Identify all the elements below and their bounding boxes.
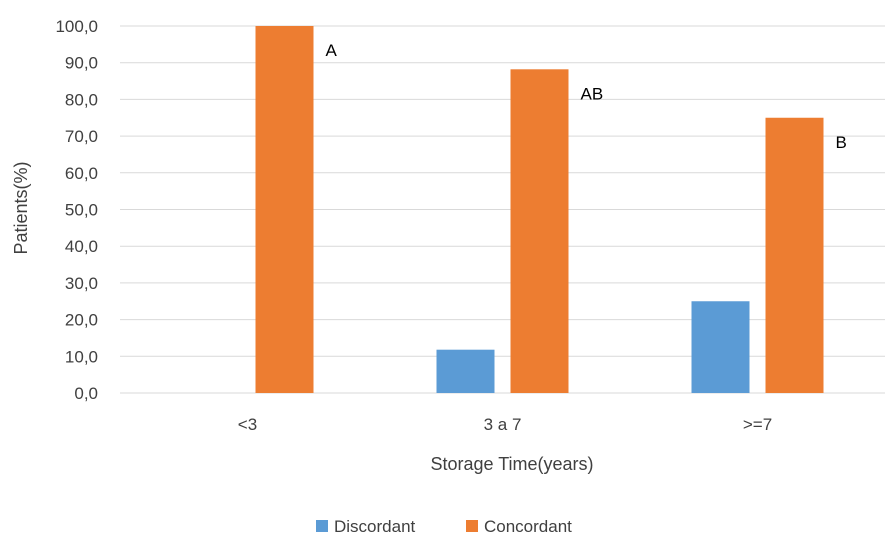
bar-discordant-1 [436,349,495,393]
y-tick-label: 80,0 [65,90,98,109]
significance-label: B [836,133,847,152]
legend-label-discordant: Discordant [334,517,416,536]
y-axis-title: Patients(%) [11,161,31,254]
bar-concordant-1 [510,69,569,393]
legend-swatch-concordant [466,520,478,532]
y-tick-label: 0,0 [74,384,98,403]
x-axis-ticks: <3 3 a 7 >=7 [238,415,772,434]
annotations: A AB B [326,41,847,152]
y-tick-label: 70,0 [65,127,98,146]
y-tick-label: 30,0 [65,274,98,293]
x-tick-label: <3 [238,415,257,434]
x-tick-label: 3 a 7 [484,415,522,434]
gridlines [120,25,885,394]
y-axis-ticks: 0,0 10,0 20,0 30,0 40,0 50,0 60,0 70,0 80,0 90,0 1… [55,17,98,403]
bar-concordant-2 [765,117,824,393]
legend: Discordant Concordant [316,517,572,536]
y-tick-label: 50,0 [65,201,98,220]
y-tick-label: 90,0 [65,54,98,73]
y-tick-label: 20,0 [65,311,98,330]
x-axis-title: Storage Time(years) [430,454,593,474]
significance-label: A [326,41,338,60]
significance-label: AB [581,84,604,103]
bar-discordant-2 [691,301,750,393]
legend-swatch-discordant [316,520,328,532]
bar-concordant-0 [255,26,314,393]
x-tick-label: >=7 [743,415,772,434]
bars [255,26,824,393]
y-tick-label: 10,0 [65,347,98,366]
y-tick-label: 60,0 [65,164,98,183]
y-tick-label: 100,0 [55,17,98,36]
y-tick-label: 40,0 [65,237,98,256]
legend-label-concordant: Concordant [484,517,572,536]
